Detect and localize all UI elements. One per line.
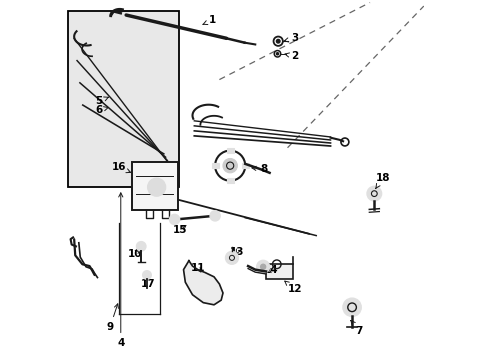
Circle shape bbox=[260, 264, 265, 269]
Text: 16: 16 bbox=[111, 162, 130, 173]
Polygon shape bbox=[183, 261, 223, 305]
Circle shape bbox=[169, 215, 179, 225]
Text: 8: 8 bbox=[251, 164, 267, 174]
Bar bbox=[241, 163, 248, 168]
Text: 2: 2 bbox=[285, 51, 298, 61]
Bar bbox=[131, 162, 178, 211]
Circle shape bbox=[276, 40, 280, 43]
Text: 4: 4 bbox=[117, 193, 124, 348]
Text: 17: 17 bbox=[140, 276, 155, 289]
Circle shape bbox=[276, 53, 278, 55]
Circle shape bbox=[136, 242, 145, 251]
Circle shape bbox=[256, 260, 269, 273]
Text: 13: 13 bbox=[230, 247, 244, 257]
Text: 14: 14 bbox=[264, 265, 278, 275]
Text: 15: 15 bbox=[172, 225, 187, 235]
Circle shape bbox=[366, 186, 381, 201]
Circle shape bbox=[210, 211, 220, 221]
Text: 6: 6 bbox=[96, 105, 108, 115]
Bar bbox=[211, 163, 218, 168]
Bar bbox=[226, 178, 233, 183]
Text: 18: 18 bbox=[375, 173, 389, 188]
Text: 3: 3 bbox=[284, 33, 298, 43]
Circle shape bbox=[147, 178, 165, 196]
Circle shape bbox=[142, 271, 151, 279]
Text: 1: 1 bbox=[203, 15, 215, 26]
Text: 10: 10 bbox=[128, 248, 142, 258]
Circle shape bbox=[225, 251, 238, 264]
Text: 7: 7 bbox=[350, 320, 362, 336]
Circle shape bbox=[223, 158, 237, 173]
Circle shape bbox=[343, 298, 360, 316]
Bar bbox=[68, 12, 179, 187]
Text: 12: 12 bbox=[284, 281, 301, 294]
Text: 9: 9 bbox=[106, 304, 118, 332]
Bar bbox=[265, 264, 292, 279]
Bar bbox=[226, 148, 233, 153]
Text: 11: 11 bbox=[190, 263, 204, 273]
Text: 5: 5 bbox=[96, 96, 108, 106]
